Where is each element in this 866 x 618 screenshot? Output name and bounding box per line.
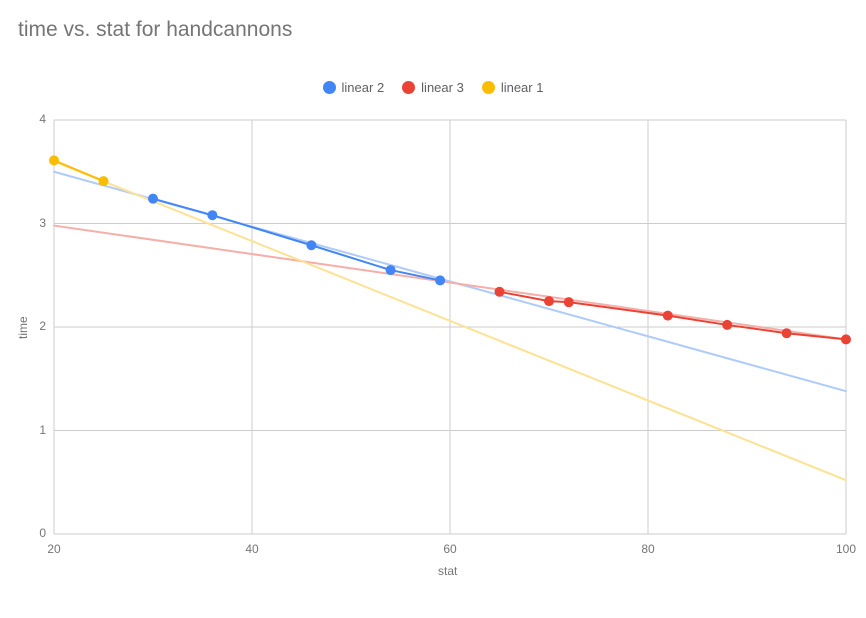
plot-area [0, 0, 866, 618]
chart-container: time vs. stat for handcannons linear 2 l… [0, 0, 866, 618]
